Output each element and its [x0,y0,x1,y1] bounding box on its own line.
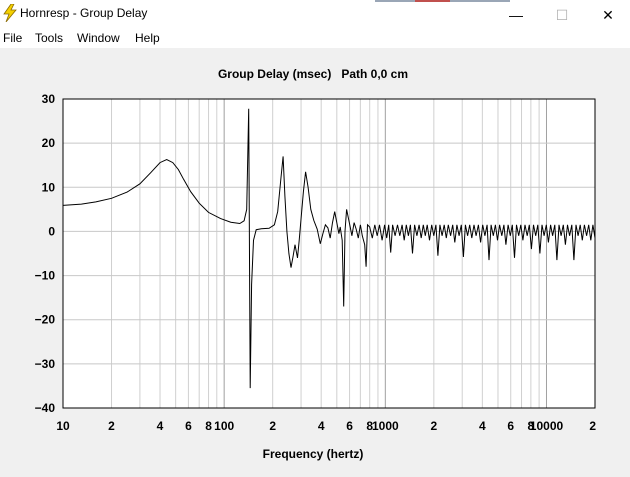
maximize-button[interactable]: ☐ [555,6,569,23]
x-tick-label: 100 [214,419,234,433]
plot-frame [62,98,596,409]
x-tick-label: 4 [318,419,325,433]
y-tick-label: 30 [42,92,56,106]
x-tick-label: 2 [430,419,437,433]
title-bar[interactable]: Hornresp - Group Delay — ☐ ✕ [0,0,630,30]
y-tick-label: −20 [35,313,56,327]
x-tick-label: 6 [346,419,353,433]
x-tick-label: 8 [205,419,212,433]
x-tick-label: 2 [108,419,115,433]
x-tick-label: 8 [366,419,373,433]
menu-help[interactable]: Help [135,31,160,45]
chart-title: Group Delay (msec) Path 0,0 cm [217,67,409,81]
x-axis-label: Frequency (hertz) [262,447,364,461]
y-tick-label: 10 [42,180,56,194]
menu-file[interactable]: File [3,31,23,45]
background-window-edge [375,0,415,2]
x-tick-label: 10 [56,419,70,433]
y-tick-label: −30 [35,357,56,371]
window-title: Hornresp - Group Delay [20,6,148,20]
menu-window[interactable]: Window [77,31,120,45]
x-tick-label: 6 [185,419,192,433]
x-tick-label: 2 [269,419,276,433]
menu-bar: File Tools Window Help [0,30,630,48]
background-window-edge [415,0,450,2]
x-tick-label: 2 [589,419,596,433]
x-tick-label: 8 [528,419,535,433]
minimize-button[interactable]: — [509,7,523,23]
x-tick-label: 4 [479,419,486,433]
x-tick-label: 1000 [372,419,399,433]
y-tick-label: −10 [35,269,56,283]
x-tick-label: 10000 [530,419,564,433]
series-line [62,108,596,389]
grid-lines [62,99,596,408]
background-window-edge [450,0,510,2]
x-tick-label: 4 [157,419,164,433]
lightning-bolt-icon [3,4,17,22]
menu-tools[interactable]: Tools [35,31,64,45]
close-button[interactable]: ✕ [602,6,614,23]
plot-area [63,99,595,408]
y-tick-label: 0 [48,224,55,238]
y-tick-label: −40 [35,401,56,415]
y-tick-label: 20 [42,136,56,150]
y-axis-ticks: 30 20 10 0 −10 −20 −30 −40 [35,92,56,415]
x-tick-label: 6 [507,419,514,433]
